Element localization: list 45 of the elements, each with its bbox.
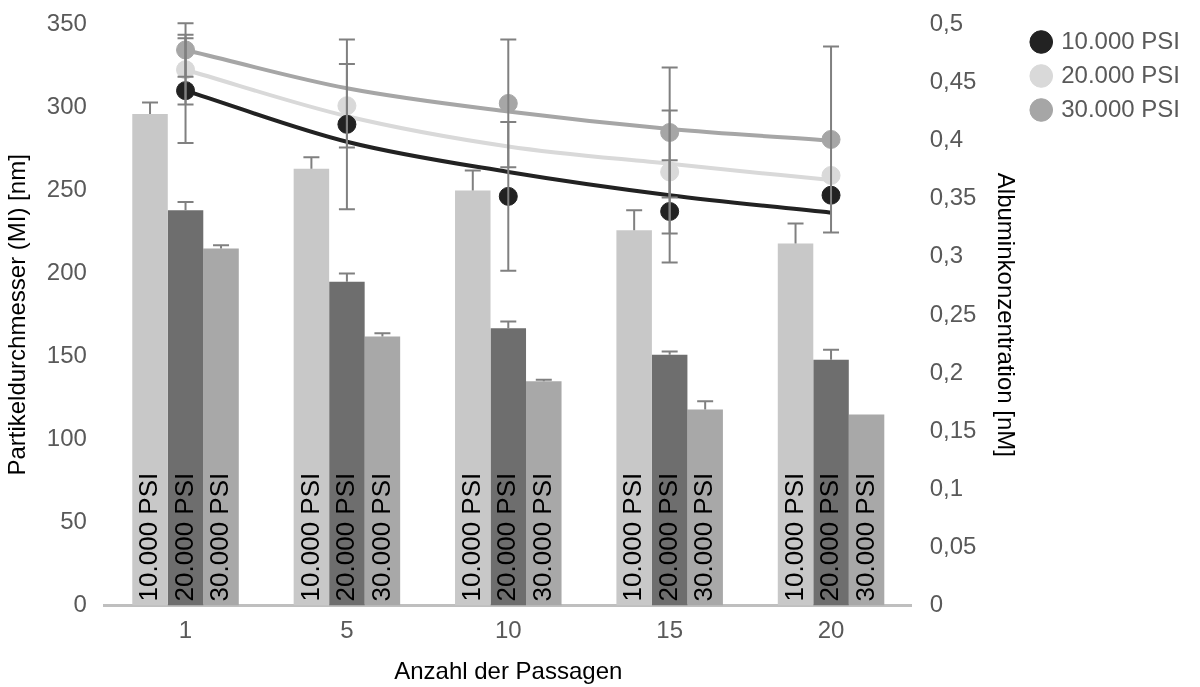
y2-tick-label: 0,25 <box>929 299 977 327</box>
x-axis-title: Anzahl der Passagen <box>394 657 623 685</box>
text: 10.000 PSI <box>617 472 648 602</box>
legend-label: 30.000 PSI <box>1061 94 1181 122</box>
y-tick-label: 300 <box>46 92 87 120</box>
y-tick-label: 200 <box>46 258 87 286</box>
y2-tick-label: 0,45 <box>929 67 977 95</box>
y2-tick-label: 0,1 <box>929 473 964 501</box>
y-tick-label: 350 <box>46 9 87 37</box>
x-tick-label: 5 <box>340 616 354 644</box>
y2-tick-label: 0,15 <box>929 415 977 443</box>
y2-tick-label: 0,2 <box>929 357 964 385</box>
text: 10.000 PSI <box>294 472 325 602</box>
text: 10.000 PSI <box>778 472 809 602</box>
y-axis-title: Partikeldurchmesser (MI) [nm] <box>3 154 31 476</box>
y2-tick-label: 0,3 <box>929 241 964 269</box>
y-tick-label: 0 <box>73 590 87 618</box>
y-tick-label: 150 <box>46 341 87 369</box>
y2-tick-label: 0 <box>929 590 944 618</box>
y-tick-label: 250 <box>46 175 87 203</box>
y2-tick-label: 0,35 <box>929 183 977 211</box>
x-tick-label: 20 <box>817 616 845 644</box>
x-tick-label: 10 <box>494 616 522 644</box>
y2-tick-label: 0,05 <box>929 531 977 559</box>
text: 20.000 PSI <box>652 472 683 602</box>
text: 30.000 PSI <box>849 472 880 602</box>
x-tick-label: 15 <box>656 616 684 644</box>
text: 20.000 PSI <box>168 472 199 602</box>
legend-label: 20.000 PSI <box>1061 60 1181 88</box>
y2-tick-label: 0,4 <box>929 125 964 153</box>
text: 30.000 PSI <box>204 472 235 602</box>
series-label: 10.000 PSI <box>133 472 164 602</box>
text: 10.000 PSI <box>455 472 486 602</box>
series-label: 20.000 PSI <box>330 472 361 602</box>
legend-label: 10.000 PSI <box>1061 26 1181 54</box>
text: 30.000 PSI <box>526 472 557 602</box>
y2-tick-label: 0,5 <box>929 9 964 37</box>
text: 30.000 PSI <box>688 472 719 602</box>
text: 20.000 PSI <box>814 472 845 602</box>
y-tick-label: 50 <box>60 507 87 535</box>
series-label: 30.000 PSI <box>365 472 396 602</box>
x-tick-label: 1 <box>178 616 193 644</box>
text: 20.000 PSI <box>491 472 522 602</box>
y-tick-label: 100 <box>46 424 87 452</box>
y2-axis-title: Albuminkonzentration [nM] <box>993 172 1021 457</box>
